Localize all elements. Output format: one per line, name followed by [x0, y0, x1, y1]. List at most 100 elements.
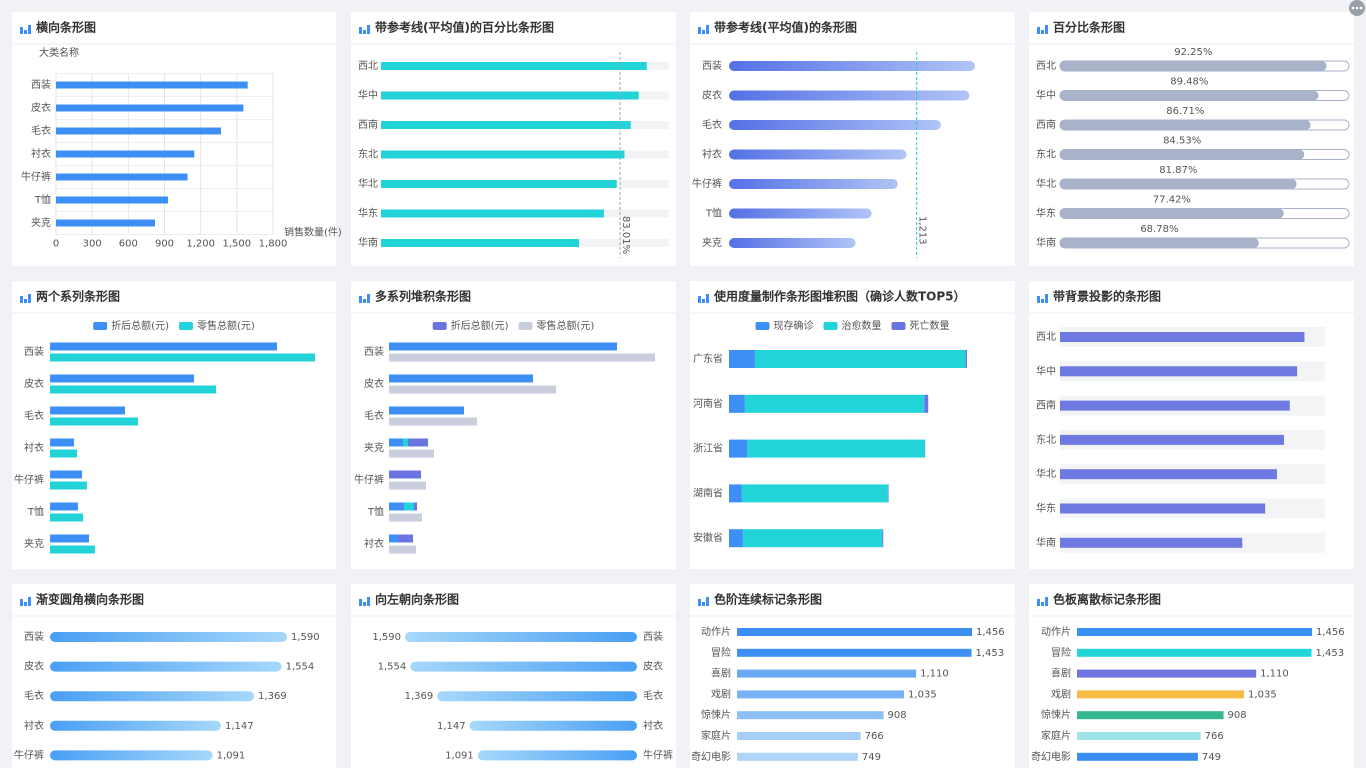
title-icon	[698, 296, 701, 303]
chart-title: 两个系列条形图	[36, 289, 120, 304]
category-label: 衬衣	[702, 148, 722, 161]
bar	[50, 720, 221, 731]
category-label: T恤	[367, 505, 384, 518]
category-label: 衬衣	[364, 537, 384, 550]
category-label: 东北	[358, 148, 378, 161]
bar	[469, 720, 637, 731]
chart-title: 带参考线(平均值)的条形图	[714, 20, 857, 35]
bar	[965, 350, 967, 368]
category-label: 冒险	[1051, 646, 1071, 659]
bar	[381, 91, 639, 100]
category-label: 东北	[1036, 148, 1056, 161]
value-label: 766	[865, 731, 884, 742]
bar	[924, 394, 929, 413]
category-label: 西装	[31, 78, 51, 91]
bar	[381, 180, 617, 188]
bar	[1060, 503, 1266, 514]
value-label: 81.87%	[1159, 165, 1197, 176]
category-label: 皮衣	[31, 101, 51, 114]
category-label: 华南	[1036, 236, 1056, 249]
category-label: 皮衣	[702, 89, 722, 102]
value-label: 1,147	[437, 721, 466, 732]
title-icon	[359, 599, 362, 606]
value-label: 766	[1205, 731, 1224, 742]
reference-label: 83.01%	[620, 216, 631, 254]
category-label: 牛仔裤	[14, 748, 44, 761]
category-label: 夹克	[31, 216, 51, 229]
title-icon	[1045, 597, 1048, 606]
value-label: 1,091	[445, 750, 474, 761]
bar	[1060, 238, 1259, 248]
value-label: 1,110	[1260, 669, 1289, 680]
chart-title: 向左朝向条形图	[375, 592, 459, 607]
title-icon	[1041, 299, 1044, 303]
bar	[729, 394, 745, 413]
value-label: 1,035	[908, 689, 937, 700]
card	[12, 584, 336, 768]
category-label: 冒险	[711, 646, 731, 659]
bar	[389, 342, 617, 351]
bar	[737, 669, 917, 678]
category-label: 华中	[1036, 89, 1056, 102]
value-label: 1,369	[405, 691, 434, 702]
category-label: 毛衣	[31, 124, 51, 137]
category-label: 夹克	[702, 236, 722, 249]
value-label: 1,147	[225, 721, 254, 732]
card	[690, 281, 1015, 569]
category-label: 皮衣	[24, 377, 44, 390]
title-icon	[20, 27, 23, 34]
bar	[1060, 120, 1311, 130]
bar	[56, 219, 155, 227]
title-icon	[1045, 25, 1048, 34]
legend: 折后总额(元) 零售总额(元)	[432, 319, 594, 332]
chart-title: 渐变圆角横向条形图	[36, 592, 144, 607]
bar	[1060, 366, 1298, 377]
x-tick-label: 0	[53, 239, 59, 250]
bar	[754, 350, 966, 368]
value-label: 1,554	[286, 662, 315, 673]
card	[1029, 281, 1354, 569]
more-button[interactable]	[1349, 0, 1365, 16]
legend-label: 零售总额(元)	[197, 319, 255, 332]
title-icon	[1045, 294, 1048, 303]
category-label: 华北	[1036, 467, 1056, 480]
value-label: 1,590	[291, 632, 320, 643]
category-label: 牛仔裤	[643, 748, 673, 761]
bar	[737, 648, 972, 657]
value-label: 1,369	[258, 691, 287, 702]
chart-title: 带参考线(平均值)的百分比条形图	[375, 20, 554, 35]
bar	[1077, 711, 1224, 720]
legend-label: 折后总额(元)	[451, 319, 509, 332]
category-label: 惊悚片	[701, 708, 731, 721]
category-label: 牛仔裤	[21, 170, 51, 183]
title-icon	[367, 294, 370, 303]
bar	[50, 385, 216, 394]
title-icon	[702, 30, 705, 34]
title-icon	[24, 602, 27, 606]
x-tick-label: 600	[119, 239, 138, 250]
bar	[729, 179, 898, 189]
category-label: 浙江省	[693, 442, 723, 455]
x-tick-label: 1,800	[259, 239, 288, 250]
category-label: 衬衣	[643, 719, 663, 732]
bar	[50, 534, 89, 543]
chart-title: 色板离散标记条形图	[1053, 592, 1161, 607]
legend-swatch	[823, 322, 838, 330]
card	[351, 584, 676, 768]
title-icon	[359, 296, 362, 303]
category-label: 华东	[1036, 207, 1056, 220]
category-label: 毛衣	[364, 409, 384, 422]
bar	[389, 417, 477, 426]
title-icon	[24, 299, 27, 303]
bar	[742, 529, 883, 548]
card	[1029, 12, 1354, 266]
bar	[746, 439, 926, 458]
value-label: 1,590	[372, 632, 401, 643]
bar	[404, 502, 414, 511]
bar	[50, 353, 315, 362]
category-label: 皮衣	[364, 377, 384, 390]
